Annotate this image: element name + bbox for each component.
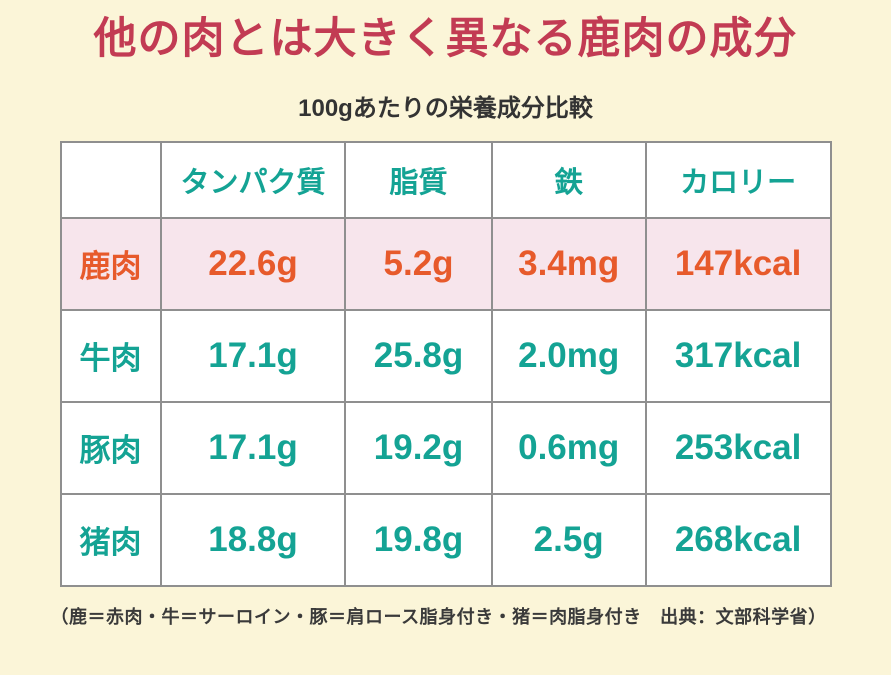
table-header-row: タンパク質 脂質 鉄 カロリー <box>59 140 832 219</box>
row-label-deer: 鹿肉 <box>59 216 162 311</box>
header-cell-fat: 脂質 <box>344 140 493 219</box>
table-row-deer: 鹿肉 22.6g 5.2g 3.4mg 147kcal <box>59 216 832 311</box>
cell-pork-iron: 0.6mg <box>490 400 647 495</box>
header-cell-calories: カロリー <box>644 140 832 219</box>
cell-pork-protein: 17.1g <box>159 400 347 495</box>
cell-deer-protein: 22.6g <box>159 216 347 311</box>
cell-pork-calories: 253kcal <box>644 400 832 495</box>
cell-deer-calories: 147kcal <box>644 216 832 311</box>
cell-boar-calories: 268kcal <box>644 492 832 587</box>
cell-beef-calories: 317kcal <box>644 308 832 403</box>
table-row-pork: 豚肉 17.1g 19.2g 0.6mg 253kcal <box>59 400 832 495</box>
cell-beef-fat: 25.8g <box>344 308 493 403</box>
cell-deer-fat: 5.2g <box>344 216 493 311</box>
footnote: （鹿＝赤肉・牛＝サーロイン・豚＝肩ロース脂身付き・猪＝肉脂身付き 出典：文部科学… <box>50 606 827 627</box>
cell-beef-iron: 2.0mg <box>490 308 647 403</box>
subtitle: 100gあたりの栄養成分比較 <box>298 94 593 122</box>
header-cell-iron: 鉄 <box>490 140 647 219</box>
row-label-pork: 豚肉 <box>59 400 162 495</box>
header-cell-empty <box>59 140 162 219</box>
cell-boar-iron: 2.5g <box>490 492 647 587</box>
page-title: 他の肉とは大きく異なる鹿肉の成分 <box>93 15 798 63</box>
cell-boar-fat: 19.8g <box>344 492 493 587</box>
cell-deer-iron: 3.4mg <box>490 216 647 311</box>
cell-pork-fat: 19.2g <box>344 400 493 495</box>
row-label-boar: 猪肉 <box>59 492 162 587</box>
nutrition-table: タンパク質 脂質 鉄 カロリー 鹿肉 22.6g 5.2g 3.4mg 147k… <box>59 140 832 587</box>
cell-boar-protein: 18.8g <box>159 492 347 587</box>
cell-beef-protein: 17.1g <box>159 308 347 403</box>
table-row-boar: 猪肉 18.8g 19.8g 2.5g 268kcal <box>59 492 832 587</box>
row-label-beef: 牛肉 <box>59 308 162 403</box>
table-row-beef: 牛肉 17.1g 25.8g 2.0mg 317kcal <box>59 308 832 403</box>
header-cell-protein: タンパク質 <box>159 140 347 219</box>
